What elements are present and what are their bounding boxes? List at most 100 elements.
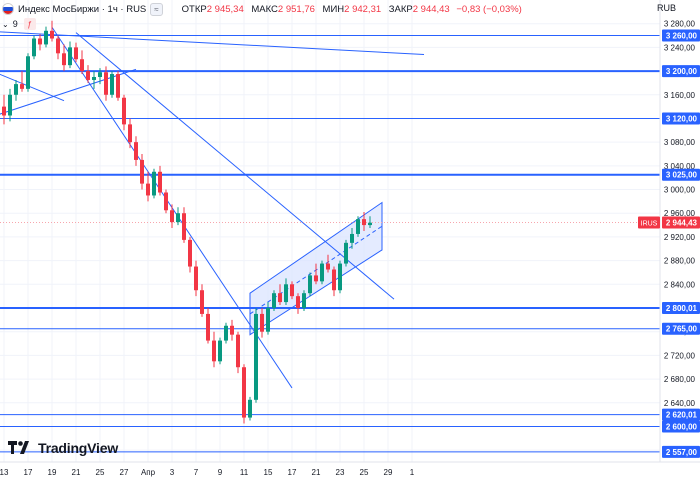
time-tick-label: 29	[384, 468, 393, 477]
candle-body	[44, 30, 48, 45]
candle-body	[248, 399, 252, 418]
symbol-tag	[638, 216, 660, 229]
candle-body	[236, 334, 240, 368]
time-tick-label: 3	[170, 468, 175, 477]
candle-body	[32, 38, 36, 57]
candle-body	[260, 313, 264, 332]
price-level-label: 2 600,00	[666, 422, 698, 431]
price-level-label: 2 765,00	[666, 325, 698, 334]
candle-body	[182, 213, 186, 240]
time-tick-label: Апр	[141, 468, 156, 477]
candle-body	[38, 38, 42, 45]
candle-body	[272, 293, 276, 308]
time-tick-label: 27	[120, 468, 129, 477]
candle-body	[122, 97, 126, 125]
candle-body	[254, 313, 258, 400]
candle-body	[176, 213, 180, 223]
candle-body	[338, 263, 342, 291]
currency-label[interactable]: RUB	[656, 3, 676, 13]
candle-body	[134, 142, 138, 160]
candle-body	[188, 239, 192, 267]
candle-body	[356, 219, 360, 234]
candle-body	[308, 275, 312, 294]
indicators-row: ⌄ 9 ƒ	[2, 18, 36, 30]
change-value: −0,83 (−0,03%)	[456, 3, 522, 15]
candle-body	[8, 94, 12, 116]
candle-body	[2, 106, 6, 116]
price-level-label: 2 800,01	[666, 304, 698, 313]
close-value: 2 944,43	[412, 3, 450, 15]
candle-body	[290, 284, 294, 297]
candle-body	[140, 159, 144, 184]
price-tick-label: 3 240,00	[664, 43, 696, 52]
high-label: МАКС	[251, 3, 278, 15]
trend-line	[0, 31, 425, 55]
candle-body	[14, 84, 18, 95]
candle-body	[296, 296, 300, 308]
price-level-tag	[662, 408, 700, 421]
compare-icon[interactable]: ≈	[150, 2, 163, 16]
candle-body	[362, 219, 366, 226]
price-tick-label: 2 640,00	[664, 399, 696, 408]
price-axis	[660, 0, 700, 480]
candle-body	[242, 367, 246, 418]
price-tick-label: 3 080,00	[664, 138, 696, 147]
last-price-tag	[662, 216, 700, 229]
chevron-down-icon[interactable]: ⌄	[2, 19, 9, 29]
symbol-tag-label: IRUS	[641, 220, 658, 227]
candle-body	[98, 72, 102, 77]
candle-body	[62, 53, 66, 66]
candle-body	[170, 210, 174, 223]
low-value: 2 942,31	[344, 3, 382, 15]
price-tick-label: 3 040,00	[664, 162, 696, 171]
price-level-tag	[662, 65, 700, 78]
trend-line	[75, 32, 395, 300]
logo-text: TradingView	[38, 440, 119, 456]
price-level-label: 3 260,00	[666, 32, 698, 41]
symbol-title[interactable]: Индекс МосБиржи · 1ч · RUS	[18, 3, 147, 15]
price-level-tag	[662, 322, 700, 335]
price-level-label: 2 557,00	[666, 448, 698, 457]
price-level-tag	[662, 112, 700, 125]
candle-body	[128, 124, 132, 143]
candle-body	[194, 266, 198, 291]
time-tick-label: 1	[410, 468, 415, 477]
candle-body	[230, 325, 234, 335]
price-level-tag	[662, 168, 700, 181]
price-tick-label: 2 720,00	[664, 351, 696, 360]
price-level-tag	[662, 445, 700, 458]
candle-body	[218, 340, 222, 362]
candle-body	[212, 340, 216, 362]
candle-body	[344, 242, 348, 264]
indicator-icon[interactable]: ƒ	[23, 18, 36, 30]
candle-body	[86, 71, 90, 80]
price-level-tag	[662, 302, 700, 314]
open-value: 2 945,34	[206, 3, 244, 15]
candle-body	[278, 293, 282, 303]
time-tick-label: 21	[312, 468, 321, 477]
time-tick-label: 7	[194, 468, 199, 477]
time-tick-label: 17	[288, 468, 297, 477]
price-tick-label: 2 680,00	[664, 375, 696, 384]
candle-body	[26, 56, 30, 89]
open-label: ОТКР	[181, 3, 207, 15]
low-label: МИН	[322, 3, 345, 15]
candle-body	[164, 192, 168, 211]
indicator-count[interactable]: 9	[12, 19, 18, 29]
candle-body	[332, 269, 336, 291]
candle-body	[200, 290, 204, 314]
candle-body	[146, 183, 150, 196]
time-tick-label: 25	[360, 468, 369, 477]
high-value: 2 951,76	[277, 3, 315, 15]
candle-body	[206, 313, 210, 341]
time-tick-label: 13	[0, 468, 9, 477]
price-level-label: 3 025,00	[666, 171, 698, 180]
trend-line	[0, 68, 137, 115]
candle-body	[104, 72, 108, 95]
candle-body	[266, 308, 270, 332]
price-tick-label: 2 960,00	[664, 209, 696, 218]
tradingview-logo: TradingView	[8, 440, 118, 456]
candle-body	[68, 47, 72, 66]
candle-body	[320, 263, 324, 282]
